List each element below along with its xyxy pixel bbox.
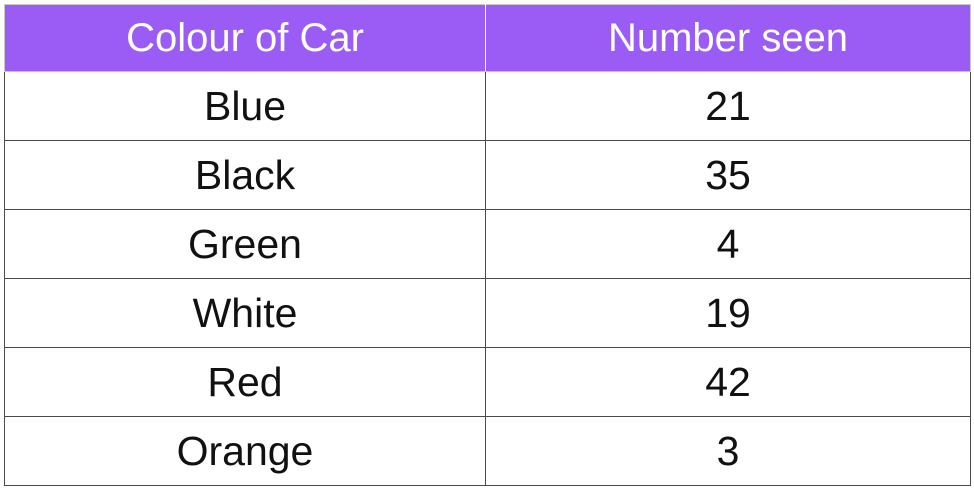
count-cell: 4 bbox=[485, 209, 971, 279]
count-cell: 35 bbox=[485, 140, 971, 210]
colour-cell: Blue bbox=[4, 71, 486, 141]
table-row: Blue 21 bbox=[4, 71, 971, 141]
count-cell: 21 bbox=[485, 71, 971, 141]
table-body: Blue 21 Black 35 Green 4 White 19 Red 42… bbox=[4, 71, 971, 486]
colour-cell: Black bbox=[4, 140, 486, 210]
frequency-table-container: Colour of Car Number seen Blue 21 Black … bbox=[4, 4, 971, 486]
table-row: Green 4 bbox=[4, 209, 971, 279]
table-row: Black 35 bbox=[4, 140, 971, 210]
table-row: Orange 3 bbox=[4, 416, 971, 486]
colour-cell: Orange bbox=[4, 416, 486, 486]
column-header-number-seen: Number seen bbox=[485, 4, 971, 72]
colour-cell: Red bbox=[4, 347, 486, 417]
count-cell: 19 bbox=[485, 278, 971, 348]
table-header: Colour of Car Number seen bbox=[4, 4, 971, 72]
colour-cell: Green bbox=[4, 209, 486, 279]
header-row: Colour of Car Number seen bbox=[4, 4, 971, 72]
colour-cell: White bbox=[4, 278, 486, 348]
count-cell: 3 bbox=[485, 416, 971, 486]
table-row: Red 42 bbox=[4, 347, 971, 417]
table-row: White 19 bbox=[4, 278, 971, 348]
car-colour-table: Colour of Car Number seen Blue 21 Black … bbox=[4, 4, 971, 486]
count-cell: 42 bbox=[485, 347, 971, 417]
column-header-colour: Colour of Car bbox=[4, 4, 486, 72]
